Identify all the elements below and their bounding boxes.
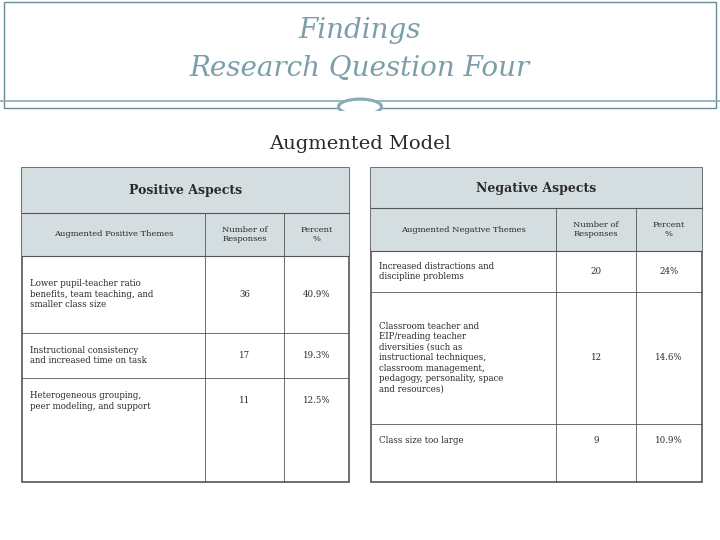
Text: Number of
Responses: Number of Responses [573,221,618,238]
Text: Classroom teacher and
EIP/reading teacher
diversities (such as
instructional tec: Classroom teacher and EIP/reading teache… [379,322,504,393]
Text: 20: 20 [590,267,602,276]
Text: 40.9%: 40.9% [302,289,330,299]
FancyBboxPatch shape [371,167,702,208]
Text: Percent
%: Percent % [653,221,685,238]
Text: Findings: Findings [299,17,421,44]
Text: Number of
Responses: Number of Responses [222,226,267,243]
Text: 19.3%: 19.3% [302,351,330,360]
FancyBboxPatch shape [22,167,349,213]
Text: 24%: 24% [660,267,678,276]
Text: Percent
%: Percent % [300,226,333,243]
Text: Increased distractions and
discipline problems: Increased distractions and discipline pr… [379,261,495,281]
Text: Lower pupil-teacher ratio
benefits, team teaching, and
smaller class size: Lower pupil-teacher ratio benefits, team… [30,279,153,309]
Text: Negative Aspects: Negative Aspects [476,181,597,194]
Text: Heterogeneous grouping,
peer modeling, and support: Heterogeneous grouping, peer modeling, a… [30,391,150,410]
Text: 12: 12 [590,353,602,362]
Text: Positive Aspects: Positive Aspects [129,184,242,197]
Text: Augmented Positive Themes: Augmented Positive Themes [54,231,173,238]
Text: Research Question Four: Research Question Four [190,55,530,82]
Text: 11: 11 [239,396,250,406]
Text: Augmented Negative Themes: Augmented Negative Themes [401,226,526,234]
Text: Dr. Valerie Harrison, Educationally Yours, LLC: Dr. Valerie Harrison, Educationally Your… [11,519,241,528]
Text: 17: 17 [239,351,250,360]
Text: 14.6%: 14.6% [655,353,683,362]
Ellipse shape [340,99,380,114]
Text: Class size too large: Class size too large [379,436,464,444]
Text: 10.9%: 10.9% [655,436,683,444]
FancyBboxPatch shape [22,167,349,482]
Text: 9: 9 [593,436,599,444]
FancyBboxPatch shape [371,167,702,482]
Text: Instructional consistency
and increased time on task: Instructional consistency and increased … [30,346,147,365]
FancyBboxPatch shape [22,213,349,255]
FancyBboxPatch shape [371,208,702,251]
Text: 36: 36 [239,289,250,299]
Text: 12.5%: 12.5% [302,396,330,406]
Text: Augmented Model: Augmented Model [269,135,451,153]
